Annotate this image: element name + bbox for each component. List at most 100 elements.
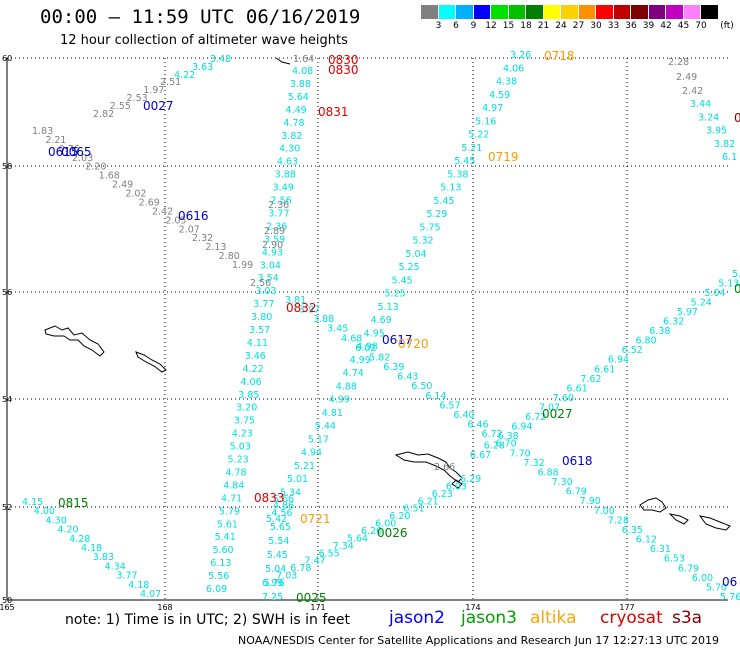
track-time-label: 0: [734, 111, 740, 125]
swh-label: 5.64: [347, 533, 368, 544]
footer-note: note: 1) Time is in UTC; 2) SWH is in fe…: [65, 612, 351, 628]
lon-label: 168: [157, 603, 172, 612]
lon-label: 177: [619, 603, 634, 612]
swh-label: 3.82: [714, 139, 735, 150]
swh-label: 5.21: [294, 461, 315, 472]
legend-swatch: [596, 5, 614, 19]
swh-label: 4.23: [232, 429, 253, 440]
swh-label: 6.88: [538, 467, 559, 478]
swh-label: 6.28: [484, 440, 505, 451]
swh-label: 2.69: [139, 197, 160, 208]
swh-label: 7.60: [553, 393, 574, 404]
swh-label: 5.82: [369, 352, 390, 363]
swh-label: 3.57: [249, 325, 270, 336]
legend-label: 39: [642, 21, 655, 31]
legend-label: 36: [625, 21, 637, 31]
swh-label: 4.28: [69, 534, 90, 545]
swh-label: 5.03: [230, 442, 251, 453]
legend-label: 9: [470, 21, 477, 31]
swh-label: 4.93: [262, 247, 283, 258]
swh-label: 2.05: [165, 215, 186, 226]
swh-label: 7.28: [608, 515, 629, 526]
track-time-label: 0719: [488, 150, 519, 164]
swh-label: 3.24: [698, 112, 719, 123]
swh-label: 3.85: [238, 390, 259, 401]
swh-label: 1.97: [143, 85, 164, 96]
swh-label: 4.81: [322, 408, 343, 419]
swh-label: 5.13: [378, 302, 399, 313]
swh-label: 5.54: [268, 536, 289, 547]
swh-label: 6.31: [650, 544, 671, 555]
swh-label: 6.99: [262, 578, 283, 589]
swh-label: 4.99: [329, 395, 350, 406]
swh-label: 6.80: [635, 336, 656, 347]
swh-label: 7.30: [552, 477, 573, 488]
swh-label: 4.34: [105, 561, 126, 572]
swh-label: 3.88: [313, 314, 334, 325]
track-time-label: 0721: [300, 512, 331, 526]
track-time-label: 0832: [286, 301, 317, 315]
swh-label: 4.49: [286, 105, 307, 116]
swh-label: 4.06: [503, 63, 524, 74]
swh-label: 5.04: [265, 564, 286, 575]
track-time-label: 0027: [542, 407, 573, 421]
swh-label: 4.30: [46, 515, 67, 526]
swh-label: 2.36: [266, 221, 287, 232]
satellite-altika: altika: [530, 608, 577, 628]
swh-label: 2.42: [152, 206, 173, 217]
lat-label: 58: [2, 162, 12, 171]
swh-label: 3.88: [275, 170, 296, 181]
legend-swatch: [421, 5, 439, 19]
legend-label: 27: [572, 21, 585, 31]
swh-label: 3.97: [299, 305, 320, 316]
swh-label: 3.59: [264, 234, 285, 245]
legend-label: 42: [660, 21, 672, 31]
swh-label: 4.69: [371, 315, 392, 326]
swh-label: 7.32: [524, 458, 545, 469]
swh-label: 6.23: [432, 489, 453, 500]
swh-label: 2.56: [271, 196, 292, 207]
swh-label: 2.02: [125, 189, 146, 200]
track-time-label: 06: [722, 575, 737, 589]
swh-label: 4.18: [128, 580, 149, 591]
wave-height-labels: 4.223.633.484.083.885.644.494.783.824.30…: [22, 49, 740, 605]
legend-swatch: [508, 5, 526, 19]
swh-label: 6.32: [663, 317, 684, 328]
swh-label: 5.75: [419, 222, 440, 233]
swh-label: 3.80: [251, 312, 272, 323]
legend-swatch: [473, 5, 491, 19]
swh-label: 2.56: [250, 278, 271, 289]
swh-label: 6.94: [608, 355, 629, 366]
legend-swatch: [438, 5, 456, 19]
swh-label: 6.53: [664, 554, 685, 565]
swh-label: 2.66: [434, 462, 455, 473]
swh-label: 6.50: [411, 381, 432, 392]
legend-swatch: [683, 5, 701, 19]
legend-swatch: [631, 5, 649, 19]
legend-label: 6: [453, 21, 459, 31]
legend-label: 33: [607, 21, 620, 31]
lon-label: 165: [0, 603, 15, 612]
swh-label: 4.84: [223, 480, 244, 491]
swh-label: 5.21: [461, 143, 482, 154]
swh-label: 7.62: [580, 374, 601, 385]
swh-label: 6.61: [567, 383, 588, 394]
swh-label: 7.00: [594, 506, 615, 517]
swh-label: 3.77: [116, 571, 137, 582]
satellite-jason3: jason3: [461, 608, 517, 628]
track-time-label: 0618: [562, 454, 593, 468]
swh-label: 4.68: [341, 333, 362, 344]
swh-label: 4.88: [336, 381, 357, 392]
swh-label: 6.70: [495, 439, 516, 450]
swh-label: 6.00: [692, 573, 713, 584]
swh-label: 6.52: [622, 345, 643, 356]
swh-label: 2.82: [93, 109, 114, 120]
swh-label: 4.22: [174, 70, 195, 81]
swh-label: 7.90: [580, 496, 601, 507]
swh-label: 1.68: [99, 171, 120, 182]
legend-swatch: [648, 5, 666, 19]
swh-label: 4.97: [482, 103, 503, 114]
swh-label: 4.30: [279, 144, 300, 155]
page-title: 00:00 – 11:59 UTC 06/16/2019: [40, 6, 361, 28]
